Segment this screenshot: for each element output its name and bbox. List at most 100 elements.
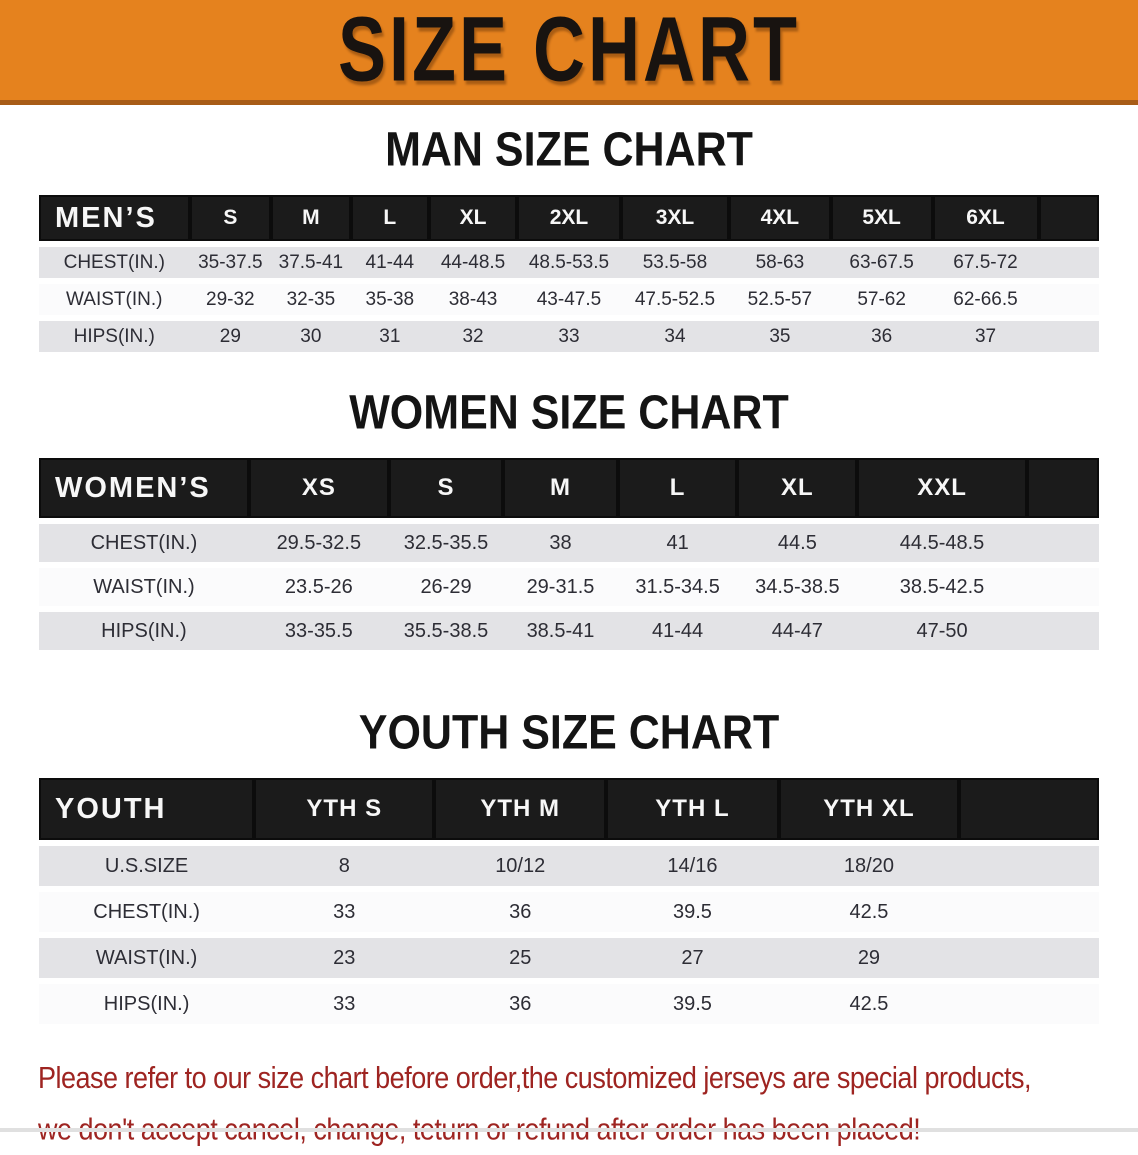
row-filler bbox=[1026, 568, 1099, 606]
size-value: 37 bbox=[932, 321, 1039, 352]
size-value: 35-38 bbox=[350, 284, 430, 315]
youth-corner-label: YOUTH bbox=[39, 778, 255, 840]
size-value: 32-35 bbox=[271, 284, 351, 315]
size-column-header: L bbox=[350, 195, 430, 241]
size-value: 29 bbox=[189, 321, 272, 352]
size-column-header: L bbox=[617, 458, 738, 518]
size-value: 67.5-72 bbox=[932, 247, 1039, 278]
size-column-header: 4XL bbox=[729, 195, 831, 241]
men-header-row: MEN’S S M L XL 2XL 3XL 4XL 5XL 6XL bbox=[39, 195, 1099, 241]
size-value: 14/16 bbox=[606, 846, 779, 886]
size-column-header: 3XL bbox=[620, 195, 730, 241]
size-value: 48.5-53.5 bbox=[517, 247, 621, 278]
header-filler bbox=[959, 778, 1099, 840]
size-value: 33 bbox=[254, 892, 435, 932]
row-filler bbox=[1038, 247, 1099, 278]
row-label: U.S.SIZE bbox=[39, 846, 255, 886]
size-column-header: YTH L bbox=[606, 778, 779, 840]
size-value: 35 bbox=[729, 321, 831, 352]
size-value: 31 bbox=[350, 321, 430, 352]
bottom-edge bbox=[0, 1128, 1138, 1132]
size-value: 32 bbox=[429, 321, 518, 352]
size-column-header: XS bbox=[248, 458, 389, 518]
size-value: 47-50 bbox=[857, 612, 1027, 650]
size-value: 18/20 bbox=[778, 846, 960, 886]
size-value: 34 bbox=[620, 321, 730, 352]
size-value: 58-63 bbox=[729, 247, 831, 278]
youth-header-row: YOUTH YTH S YTH M YTH L YTH XL bbox=[39, 778, 1099, 840]
row-label: CHEST(IN.) bbox=[39, 524, 249, 562]
size-value: 38.5-41 bbox=[503, 612, 618, 650]
size-column-header: YTH M bbox=[434, 778, 607, 840]
row-filler bbox=[959, 938, 1099, 978]
size-value: 29.5-32.5 bbox=[248, 524, 389, 562]
row-label: HIPS(IN.) bbox=[39, 984, 255, 1024]
row-filler bbox=[1026, 524, 1099, 562]
disclaimer-text: Please refer to our size chart before or… bbox=[38, 1052, 1138, 1155]
size-column-header: XL bbox=[429, 195, 518, 241]
size-column-header: XXL bbox=[857, 458, 1027, 518]
table-row: HIPS(IN.) 33-35.5 35.5-38.5 38.5-41 41-4… bbox=[39, 612, 1099, 650]
size-value: 10/12 bbox=[434, 846, 607, 886]
women-header-row: WOMEN’S XS S M L XL XXL bbox=[39, 458, 1099, 518]
table-row: WAIST(IN.) 29-32 32-35 35-38 38-43 43-47… bbox=[39, 284, 1099, 315]
men-section-heading: MAN SIZE CHART bbox=[385, 123, 753, 177]
size-value: 43-47.5 bbox=[517, 284, 621, 315]
size-value: 26-29 bbox=[388, 568, 504, 606]
size-value: 44.5 bbox=[737, 524, 858, 562]
size-value: 37.5-41 bbox=[271, 247, 351, 278]
size-value: 41-44 bbox=[617, 612, 738, 650]
size-value: 36 bbox=[830, 321, 933, 352]
women-size-table: WOMEN’S XS S M L XL XXL CHEST(IN.) 29.5-… bbox=[39, 452, 1099, 656]
table-row: CHEST(IN.) 29.5-32.5 32.5-35.5 38 41 44.… bbox=[39, 524, 1099, 562]
size-value: 30 bbox=[271, 321, 351, 352]
banner-title: SIZE CHART bbox=[338, 0, 800, 102]
header-filler bbox=[1026, 458, 1099, 518]
table-row: WAIST(IN.) 23.5-26 26-29 29-31.5 31.5-34… bbox=[39, 568, 1099, 606]
row-filler bbox=[959, 892, 1099, 932]
size-column-header: M bbox=[503, 458, 618, 518]
size-value: 44-48.5 bbox=[429, 247, 518, 278]
size-value: 29-32 bbox=[189, 284, 272, 315]
size-value: 25 bbox=[434, 938, 607, 978]
size-value: 31.5-34.5 bbox=[617, 568, 738, 606]
row-label: HIPS(IN.) bbox=[39, 612, 249, 650]
size-value: 27 bbox=[606, 938, 779, 978]
men-corner-label: MEN’S bbox=[39, 195, 190, 241]
size-value: 53.5-58 bbox=[620, 247, 730, 278]
size-value: 41 bbox=[617, 524, 738, 562]
header-filler bbox=[1038, 195, 1099, 241]
size-column-header: 2XL bbox=[517, 195, 621, 241]
youth-section-heading: YOUTH SIZE CHART bbox=[358, 706, 780, 760]
size-value: 42.5 bbox=[778, 984, 960, 1024]
size-value: 39.5 bbox=[606, 984, 779, 1024]
row-filler bbox=[959, 984, 1099, 1024]
size-value: 63-67.5 bbox=[830, 247, 933, 278]
table-row: HIPS(IN.) 29 30 31 32 33 34 35 36 37 bbox=[39, 321, 1099, 352]
size-value: 44-47 bbox=[737, 612, 858, 650]
size-column-header: YTH S bbox=[254, 778, 435, 840]
size-column-header: XL bbox=[737, 458, 858, 518]
youth-size-table: YOUTH YTH S YTH M YTH L YTH XL U.S.SIZE … bbox=[39, 772, 1099, 1030]
row-label: HIPS(IN.) bbox=[39, 321, 190, 352]
row-filler bbox=[1026, 612, 1099, 650]
size-value: 38.5-42.5 bbox=[857, 568, 1027, 606]
size-chart-banner: SIZE CHART bbox=[0, 0, 1138, 105]
size-value: 23.5-26 bbox=[248, 568, 389, 606]
table-row: CHEST(IN.) 33 36 39.5 42.5 bbox=[39, 892, 1099, 932]
size-value: 62-66.5 bbox=[932, 284, 1039, 315]
size-value: 57-62 bbox=[830, 284, 933, 315]
women-corner-label: WOMEN’S bbox=[39, 458, 249, 518]
size-value: 35-37.5 bbox=[189, 247, 272, 278]
size-value: 36 bbox=[434, 984, 607, 1024]
row-filler bbox=[1038, 321, 1099, 352]
size-value: 47.5-52.5 bbox=[620, 284, 730, 315]
size-value: 44.5-48.5 bbox=[857, 524, 1027, 562]
size-value: 33-35.5 bbox=[248, 612, 389, 650]
size-value: 32.5-35.5 bbox=[388, 524, 504, 562]
size-value: 8 bbox=[254, 846, 435, 886]
table-row: WAIST(IN.) 23 25 27 29 bbox=[39, 938, 1099, 978]
size-value: 41-44 bbox=[350, 247, 430, 278]
row-label: CHEST(IN.) bbox=[39, 247, 190, 278]
size-value: 38-43 bbox=[429, 284, 518, 315]
